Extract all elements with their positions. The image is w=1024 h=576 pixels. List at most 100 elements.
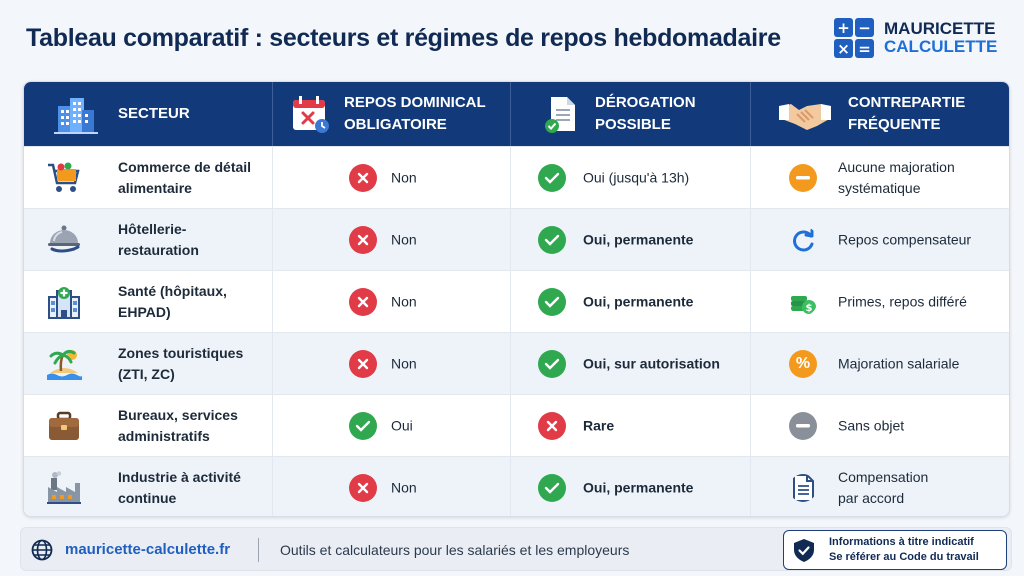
equals-symbol: = — [855, 39, 874, 58]
sector-name: Bureaux, services administratifs — [118, 405, 238, 447]
column-header-label: REPOS DOMINICAL OBLIGATOIRE — [344, 92, 486, 136]
repos-dominical-value: Non — [391, 479, 417, 495]
contrepartie-line1: Compensation — [838, 468, 929, 485]
repos-dominical-cell: Non — [273, 209, 511, 270]
contrepartie-line1: Majoration salariale — [838, 355, 960, 371]
sector-line1: Zones touristiques — [118, 344, 244, 361]
sector-name: Hôtellerie- restauration — [118, 219, 199, 261]
contrepartie-cell: Sans objet — [751, 395, 1009, 456]
header-line1: REPOS DOMINICAL — [344, 94, 486, 111]
x-circle-icon — [349, 287, 377, 316]
column-header-secteur: SECTEUR — [24, 82, 273, 146]
derogation-cell: Oui, permanente — [511, 271, 751, 332]
header-line1: DÉROGATION — [595, 94, 696, 111]
sector-name: Commerce de détail alimentaire — [118, 157, 251, 199]
disclaimer-line2: Se référer au Code du travail — [829, 551, 979, 563]
minus-grey-icon — [789, 411, 817, 440]
derogation-value: Oui, permanente — [583, 231, 694, 247]
shopping-cart-icon — [48, 162, 80, 192]
cloche-icon — [48, 225, 80, 253]
globe-icon — [31, 539, 53, 561]
repos-dominical-value: Non — [391, 169, 417, 185]
office-buildings-icon — [54, 98, 98, 134]
sector-line1: Commerce de détail — [118, 158, 252, 175]
repos-dominical-value: Oui — [391, 417, 413, 433]
sector-name: Santé (hôpitaux, EHPAD) — [118, 281, 227, 323]
contrepartie-cell: % Majoration salariale — [751, 333, 1009, 394]
repos-dominical-cell: Oui — [273, 395, 511, 456]
sector-cell: Hôtellerie- restauration — [24, 209, 273, 270]
palm-island-icon — [47, 349, 82, 380]
table-row: Hôtellerie- restauration Non Oui, perman… — [24, 208, 1009, 270]
brand-line1: MAURICETTE — [884, 19, 996, 38]
derogation-value: Oui (jusqu'à 13h) — [583, 169, 690, 185]
sector-line1: Hôtellerie- — [118, 220, 187, 237]
check-circle-icon — [538, 287, 566, 316]
check-circle-icon — [349, 411, 377, 440]
contrepartie-cell: Aucune majoration systématique — [751, 147, 1009, 208]
derogation-cell: Oui, permanente — [511, 209, 751, 270]
handshake-icon — [779, 104, 831, 130]
x-circle-icon — [349, 225, 377, 254]
minus-symbol: − — [855, 18, 874, 37]
derogation-cell: Oui, permanente — [511, 457, 751, 516]
calendar-x-icon — [293, 96, 329, 133]
sector-line2: continue — [118, 489, 177, 506]
contrepartie-value: Compensation par accord — [838, 467, 928, 509]
comparison-table: SECTEUR REPOS DOMINICAL OBLIGATOIRE — [23, 81, 1010, 517]
derogation-value: Oui, permanente — [583, 293, 694, 309]
sector-cell: Commerce de détail alimentaire — [24, 147, 273, 208]
header-line1: CONTREPARTIE — [848, 94, 966, 111]
contrepartie-value: Aucune majoration systématique — [838, 157, 955, 199]
table-row: Industrie à activité continue Non Oui, p… — [24, 456, 1009, 516]
times-symbol: × — [834, 39, 853, 58]
sector-line2: restauration — [118, 241, 199, 258]
sector-name: Zones touristiques (ZTI, ZC) — [118, 343, 243, 385]
table-row: Santé (hôpitaux, EHPAD) Non Oui, permane… — [24, 270, 1009, 332]
table-header: SECTEUR REPOS DOMINICAL OBLIGATOIRE — [24, 82, 1009, 146]
header-line2: FRÉQUENTE — [848, 116, 941, 133]
table-row: Bureaux, services administratifs Oui Rar… — [24, 394, 1009, 456]
sector-cell: Industrie à activité continue — [24, 457, 273, 516]
contrepartie-value: Primes, repos différé — [838, 291, 967, 312]
briefcase-icon — [49, 411, 79, 440]
document-icon — [793, 473, 814, 502]
website-link[interactable]: mauricette-calculette.fr — [65, 541, 231, 558]
header-line2: OBLIGATOIRE — [344, 116, 447, 133]
check-circle-icon — [538, 349, 566, 378]
percent-icon: % — [789, 349, 817, 378]
sector-line2: EHPAD) — [118, 303, 171, 320]
sector-line2: (ZTI, ZC) — [118, 365, 175, 382]
contrepartie-cell: Compensation par accord — [751, 457, 1009, 516]
contrepartie-value: Sans objet — [838, 415, 904, 436]
hospital-icon — [48, 287, 80, 319]
check-circle-icon — [538, 473, 566, 502]
repos-dominical-value: Non — [391, 293, 417, 309]
factory-icon — [47, 471, 81, 504]
footer-divider — [258, 538, 259, 562]
brand-name: MAURICETTE CALCULETTE — [884, 20, 997, 56]
x-circle-icon — [349, 163, 377, 192]
repos-dominical-cell: Non — [273, 271, 511, 332]
contrepartie-value: Repos compensateur — [838, 229, 971, 250]
sector-cell: Santé (hôpitaux, EHPAD) — [24, 271, 273, 332]
document-check-icon — [545, 97, 575, 133]
repos-dominical-cell: Non — [273, 333, 511, 394]
repos-dominical-cell: Non — [273, 147, 511, 208]
sector-line2: administratifs — [118, 427, 210, 444]
sector-cell: Bureaux, services administratifs — [24, 395, 273, 456]
contrepartie-line1: Aucune majoration — [838, 158, 955, 175]
refresh-icon — [793, 228, 814, 251]
check-circle-icon — [538, 163, 566, 192]
derogation-value: Oui, sur autorisation — [583, 355, 720, 371]
column-header-label: CONTREPARTIE FRÉQUENTE — [848, 92, 965, 136]
derogation-value: Rare — [583, 417, 615, 433]
check-circle-icon — [538, 225, 566, 254]
repos-dominical-cell: Non — [273, 457, 511, 516]
repos-dominical-value: Non — [391, 355, 417, 371]
plus-symbol: + — [834, 18, 853, 37]
brand-logo[interactable]: + − × = MAURICETTE CALCULETTE — [834, 18, 997, 58]
derogation-cell: Oui (jusqu'à 13h) — [511, 147, 751, 208]
sector-line1: Santé (hôpitaux, — [118, 282, 227, 299]
disclaimer-box: Informations à titre indicatif Se référe… — [783, 530, 1007, 570]
